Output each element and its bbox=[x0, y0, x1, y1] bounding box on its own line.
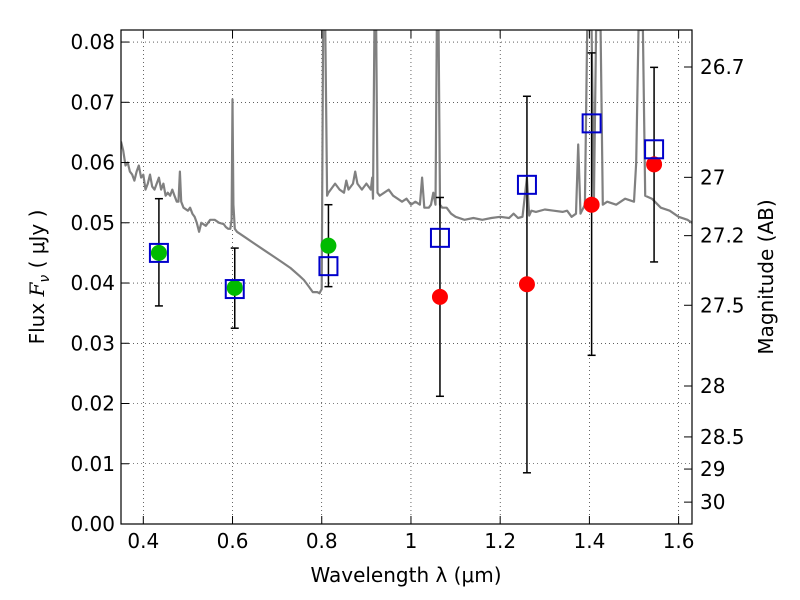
y2-tick-label: 27.5 bbox=[700, 293, 745, 317]
model-photometry-square bbox=[644, 139, 665, 160]
x-axis-title: Wavelength λ (μm) bbox=[310, 563, 501, 587]
y2-tick-label: 28.5 bbox=[700, 425, 745, 449]
model-spectrum-line bbox=[121, 30, 692, 295]
y-tick-label: 0.08 bbox=[70, 30, 115, 54]
y-axis-title-symbol: F bbox=[25, 281, 49, 297]
model-photometry-square bbox=[429, 227, 450, 248]
red-data-point bbox=[583, 196, 600, 213]
x-tick-label: 1.4 bbox=[573, 529, 605, 553]
x-tick-label: 1.2 bbox=[484, 529, 516, 553]
red-data-point bbox=[518, 276, 535, 293]
y-axis-title-prefix: Flux bbox=[25, 296, 49, 344]
red-data-point bbox=[431, 288, 448, 305]
y-axis-title: Flux Fν ( μJy ) bbox=[25, 210, 53, 345]
y2-tick-label: 27.2 bbox=[700, 224, 745, 248]
y-tick-label: 0.04 bbox=[70, 271, 115, 295]
x-tick-label: 0.4 bbox=[127, 529, 159, 553]
green-data-point bbox=[226, 279, 243, 296]
y-axis-title-unit: ( μJy ) bbox=[25, 210, 49, 275]
red-data-point bbox=[646, 156, 663, 173]
x-tick-label: 1.6 bbox=[663, 529, 695, 553]
y-axis-title-subscript: ν bbox=[37, 275, 53, 283]
marker-layer bbox=[148, 113, 665, 305]
y-tick-label: 0.05 bbox=[70, 211, 115, 235]
model-photometry-square bbox=[516, 174, 537, 195]
y-tick-label: 0.02 bbox=[70, 392, 115, 416]
model-photometry-square bbox=[148, 242, 169, 263]
model-spectrum-layer bbox=[121, 30, 692, 295]
y2-tick-label: 26.7 bbox=[700, 55, 745, 79]
svg-text:Flux Fν ( μJy ): Flux Fν ( μJy ) bbox=[25, 210, 53, 345]
model-photometry-square bbox=[318, 256, 339, 277]
y2-axis-title: Magnitude (AB) bbox=[754, 199, 778, 354]
green-data-point bbox=[320, 237, 337, 254]
x-tick-label: 0.6 bbox=[217, 529, 249, 553]
ticks: 0.4 0.6 0.8 1 1.2 1.4 1.6 0.00 0.01 0.02 0.03 0.04 0… bbox=[70, 30, 745, 553]
y2-tick-label: 30 bbox=[700, 490, 725, 514]
model-photometry-square bbox=[581, 113, 602, 134]
y2-tick-label: 28 bbox=[700, 374, 725, 398]
y-tick-label: 0.00 bbox=[70, 512, 115, 536]
y-tick-label: 0.01 bbox=[70, 452, 115, 476]
plot-area bbox=[121, 30, 692, 524]
y2-tick-label: 27 bbox=[700, 165, 725, 189]
y-tick-label: 0.06 bbox=[70, 151, 115, 175]
green-data-point bbox=[150, 244, 167, 261]
plot-frame bbox=[120, 29, 693, 525]
y-tick-label: 0.07 bbox=[70, 90, 115, 114]
model-photometry-square bbox=[224, 279, 245, 300]
y2-tick-label: 29 bbox=[700, 457, 725, 481]
y-tick-label: 0.03 bbox=[70, 331, 115, 355]
x-tick-label: 0.8 bbox=[306, 529, 338, 553]
x-tick-label: 1 bbox=[405, 529, 418, 553]
